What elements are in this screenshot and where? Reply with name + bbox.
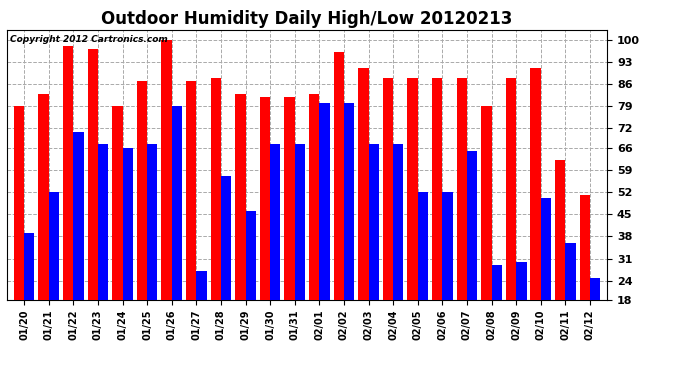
Bar (457, 78, 467, 357)
Bar (516, 262, 526, 357)
Bar (63, 46, 73, 357)
Bar (393, 144, 404, 357)
Bar (531, 68, 541, 357)
Bar (197, 272, 207, 357)
Bar (186, 81, 197, 357)
Bar (24, 233, 34, 357)
Title: Outdoor Humidity Daily High/Low 20120213: Outdoor Humidity Daily High/Low 20120213 (101, 10, 513, 28)
Bar (481, 106, 491, 357)
Bar (541, 198, 551, 357)
Bar (235, 93, 246, 357)
Bar (147, 144, 157, 357)
Bar (334, 52, 344, 357)
Bar (442, 192, 453, 357)
Bar (555, 160, 565, 357)
Bar (432, 78, 442, 357)
Bar (221, 176, 231, 357)
Bar (172, 106, 182, 357)
Bar (123, 147, 133, 357)
Bar (590, 278, 600, 357)
Bar (112, 106, 123, 357)
Bar (270, 144, 280, 357)
Bar (14, 106, 24, 357)
Bar (246, 211, 256, 357)
Bar (49, 192, 59, 357)
Bar (344, 103, 354, 357)
Bar (161, 39, 172, 357)
Bar (565, 243, 575, 357)
Bar (284, 97, 295, 357)
Bar (39, 93, 49, 357)
Bar (295, 144, 305, 357)
Bar (309, 93, 319, 357)
Bar (506, 78, 516, 357)
Bar (319, 103, 330, 357)
Bar (580, 195, 590, 357)
Bar (73, 132, 83, 357)
Bar (358, 68, 368, 357)
Bar (137, 81, 147, 357)
Text: Copyright 2012 Cartronics.com: Copyright 2012 Cartronics.com (10, 35, 168, 44)
Bar (407, 78, 417, 357)
Bar (368, 144, 379, 357)
Bar (491, 265, 502, 357)
Bar (88, 49, 98, 357)
Bar (260, 97, 270, 357)
Bar (417, 192, 428, 357)
Bar (210, 78, 221, 357)
Bar (98, 144, 108, 357)
Bar (383, 78, 393, 357)
Bar (467, 151, 477, 357)
